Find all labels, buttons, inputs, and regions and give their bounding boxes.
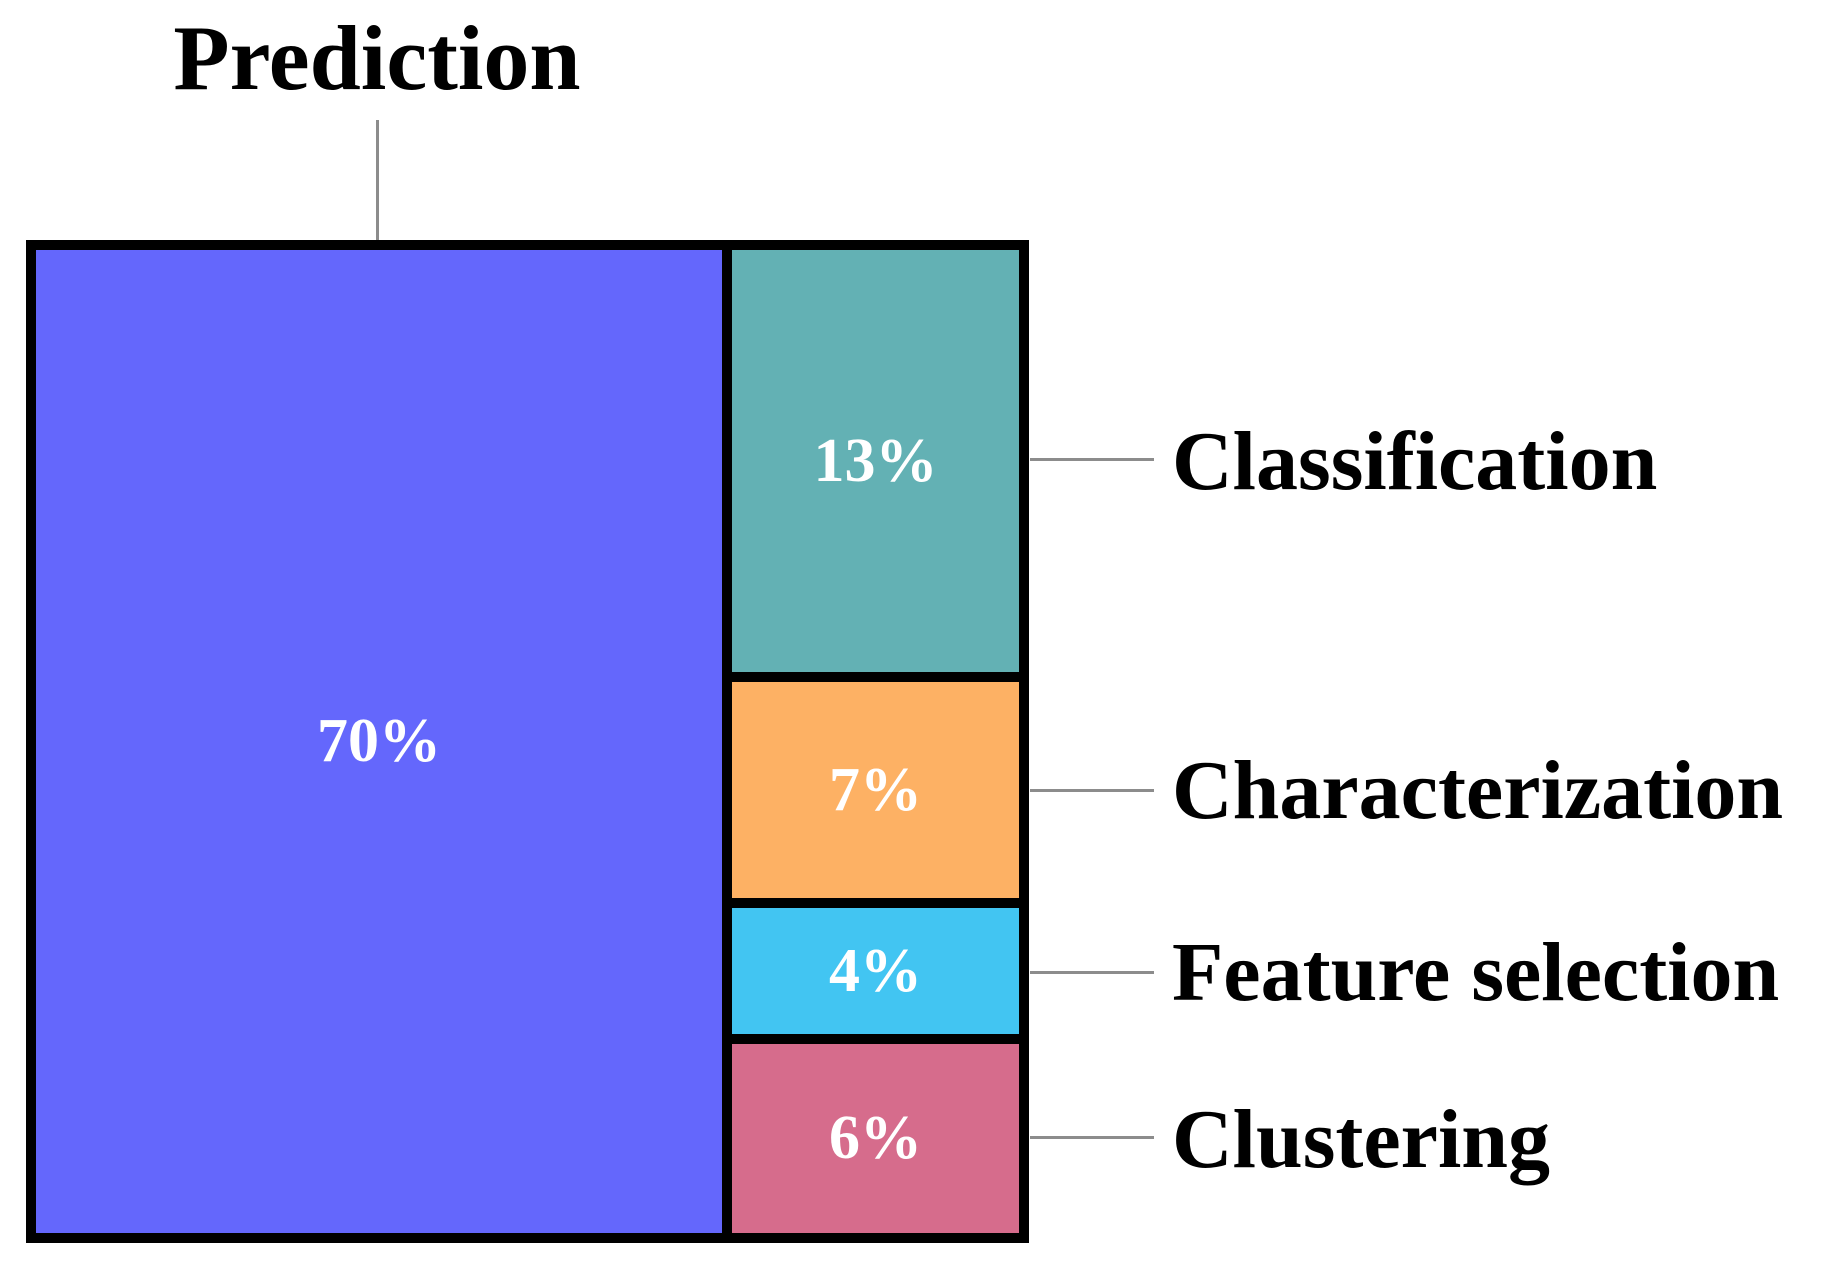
feature-selection-leader-line bbox=[1030, 971, 1154, 974]
characterization-callout-label: Characterization bbox=[1172, 743, 1784, 837]
treemap-segment-prediction: 70% bbox=[36, 250, 722, 1233]
clustering-callout-label: Clustering bbox=[1172, 1092, 1550, 1186]
clustering-leader-line bbox=[1030, 1136, 1154, 1139]
segment-value-label-feature-selection: 4% bbox=[829, 936, 922, 1005]
feature-selection-callout-label: Feature selection bbox=[1172, 925, 1780, 1019]
segment-value-label-clustering: 6% bbox=[829, 1104, 922, 1172]
classification-leader-line bbox=[1030, 458, 1154, 461]
classification-callout-label: Classification bbox=[1172, 414, 1658, 508]
segment-value-label-prediction: 70% bbox=[317, 707, 441, 775]
segment-value-label-classification: 13% bbox=[813, 426, 938, 495]
treemap-segment-classification: 13% bbox=[732, 250, 1019, 672]
treemap-segment-feature-selection: 4% bbox=[732, 908, 1019, 1034]
prediction-callout-label: Prediction bbox=[173, 7, 581, 109]
treemap-chart: 70% 13% 7% 4% 6% bbox=[26, 240, 1029, 1243]
treemap-segment-characterization: 7% bbox=[732, 682, 1019, 898]
segment-value-label-characterization: 7% bbox=[829, 755, 922, 824]
prediction-leader-line bbox=[376, 120, 379, 240]
treemap-segment-clustering: 6% bbox=[732, 1044, 1019, 1233]
characterization-leader-line bbox=[1030, 789, 1154, 792]
